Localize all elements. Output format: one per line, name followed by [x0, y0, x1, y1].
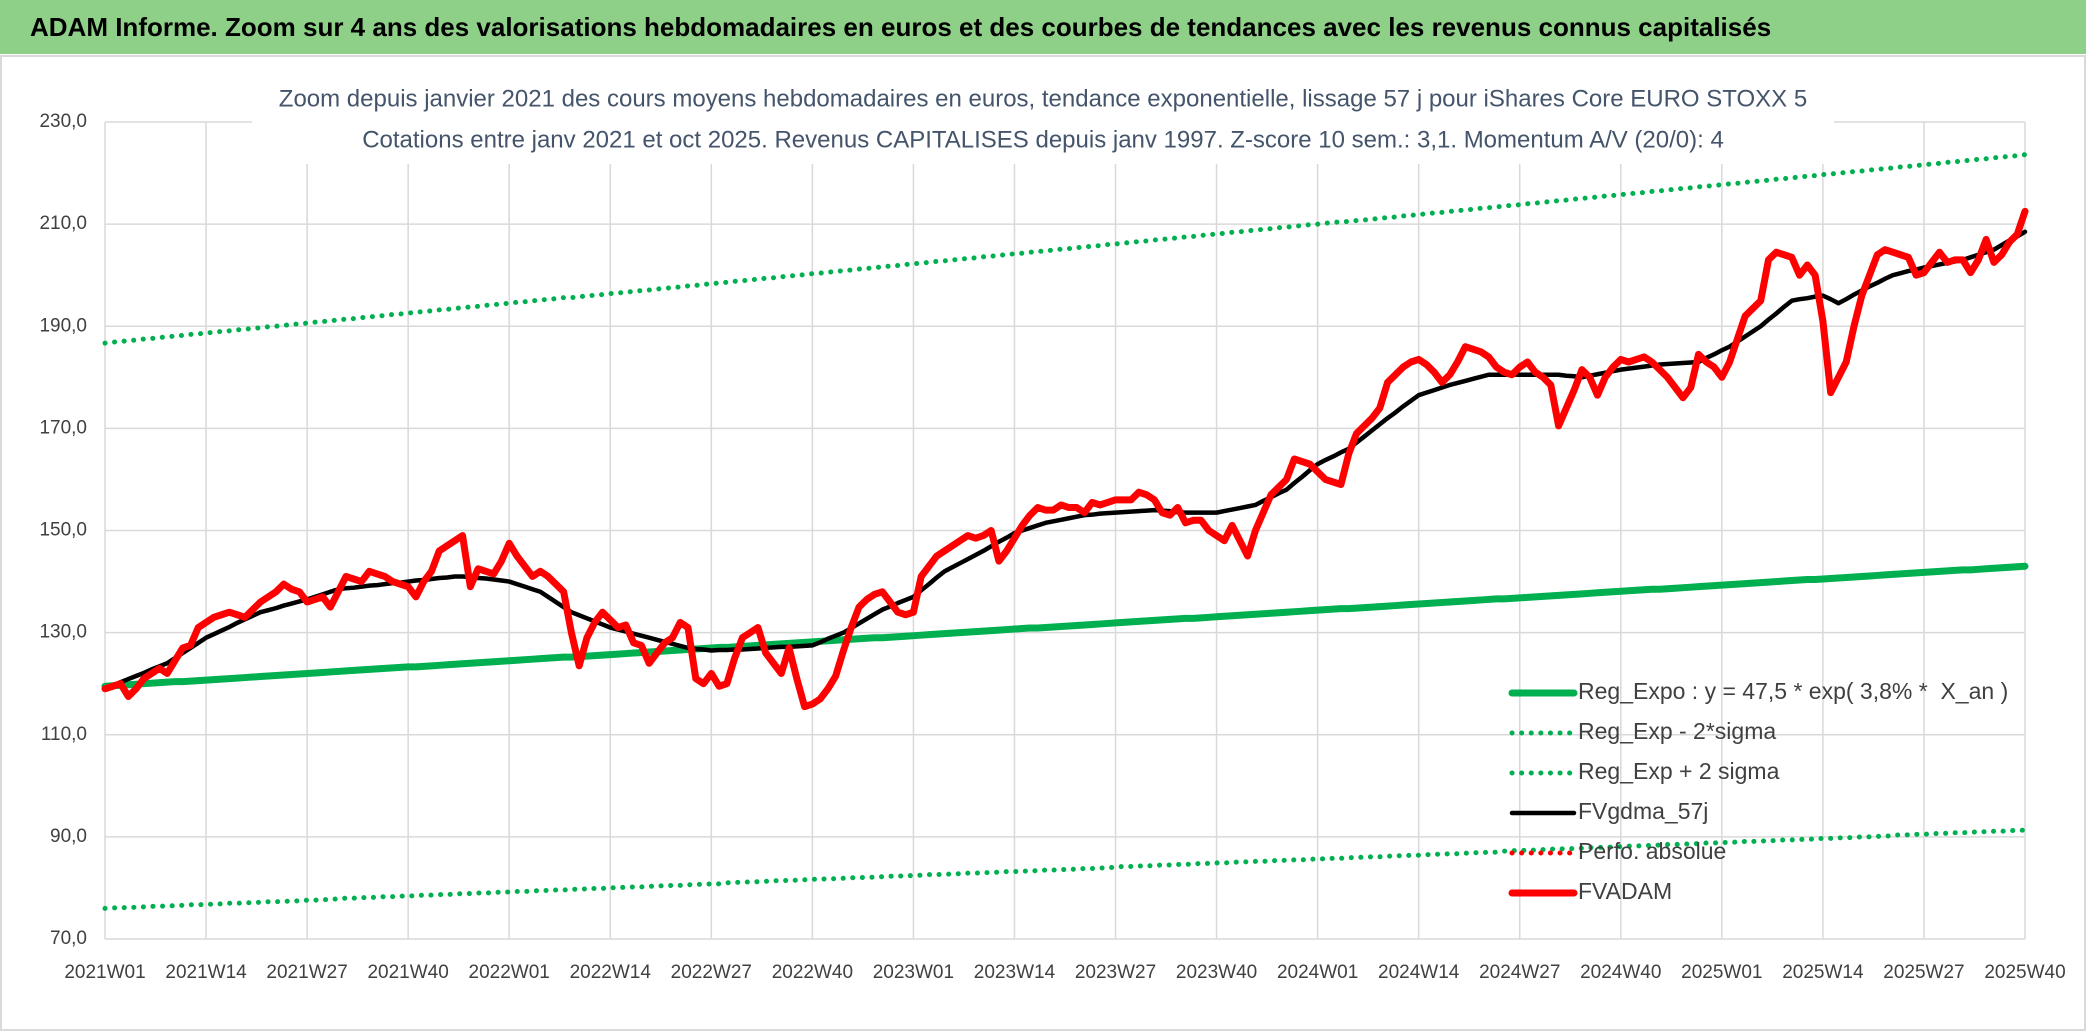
x-tick-label: 2025W14: [1782, 962, 1864, 983]
y-tick-label: 190,0: [39, 315, 87, 336]
x-tick-label: 2023W01: [873, 962, 954, 983]
legend-label: FVgdma_57j: [1578, 798, 1708, 824]
legend-label: Reg_Expo : y = 47,5 * exp( 3,8% * X_an ): [1578, 678, 2008, 704]
x-tick-label: 2025W40: [1984, 962, 2065, 983]
x-tick-label: 2021W27: [266, 962, 347, 983]
y-tick-label: 210,0: [39, 213, 87, 234]
series-line: [102, 152, 2028, 346]
grid: [104, 121, 2026, 940]
x-tick-label: 2024W27: [1479, 962, 1560, 983]
x-tick-label: 2022W14: [570, 962, 652, 983]
x-tick-label: 2024W14: [1378, 962, 1460, 983]
chart-frame: [0, 55, 2086, 1031]
y-tick-label: 70,0: [50, 928, 87, 949]
x-tick-label: 2023W14: [974, 962, 1056, 983]
title-box: [252, 78, 1834, 164]
banner-bg: [0, 0, 2086, 54]
series-line: [102, 827, 2028, 911]
y-tick-label: 230,0: [39, 111, 87, 132]
x-tick-label: 2025W01: [1681, 962, 1762, 983]
x-tick-label: 2024W01: [1277, 962, 1358, 983]
series-line: [101, 562, 2029, 690]
x-tick-label: 2023W40: [1176, 962, 1257, 983]
y-tick-label: 150,0: [39, 520, 87, 541]
x-tick-label: 2025W27: [1883, 962, 1964, 983]
y-tick-label: 170,0: [39, 417, 87, 438]
chart-subtitle: Cotations entre janv 2021 et oct 2025. R…: [362, 126, 1724, 153]
x-tick-label: 2022W40: [772, 962, 853, 983]
series: [101, 152, 2029, 911]
x-tick-label: 2022W27: [671, 962, 752, 983]
banner-title: ADAM Informe. Zoom sur 4 ans des valoris…: [30, 12, 1771, 42]
x-tick-label: 2021W40: [367, 962, 448, 983]
y-tick-label: 130,0: [39, 622, 87, 643]
x-tick-label: 2021W01: [64, 962, 145, 983]
legend-label: Reg_Exp + 2 sigma: [1578, 758, 1780, 784]
legend-label: Reg_Exp - 2*sigma: [1578, 718, 1776, 744]
series-line: [102, 229, 2028, 692]
legend-label: FVADAM: [1578, 878, 1672, 904]
x-tick-label: 2024W40: [1580, 962, 1661, 983]
y-tick-label: 90,0: [50, 826, 87, 847]
y-tick-label: 110,0: [41, 724, 87, 745]
x-tick-label: 2021W14: [165, 962, 247, 983]
series-line: [101, 207, 2029, 711]
x-tick-label: 2022W01: [469, 962, 550, 983]
x-tick-label: 2023W27: [1075, 962, 1156, 983]
legend-label: Perfo. absolue: [1578, 838, 1726, 864]
legend: Reg_Expo : y = 47,5 * exp( 3,8% * X_an )…: [1508, 678, 2008, 904]
chart-title: Zoom depuis janvier 2021 des cours moyen…: [279, 85, 1807, 112]
